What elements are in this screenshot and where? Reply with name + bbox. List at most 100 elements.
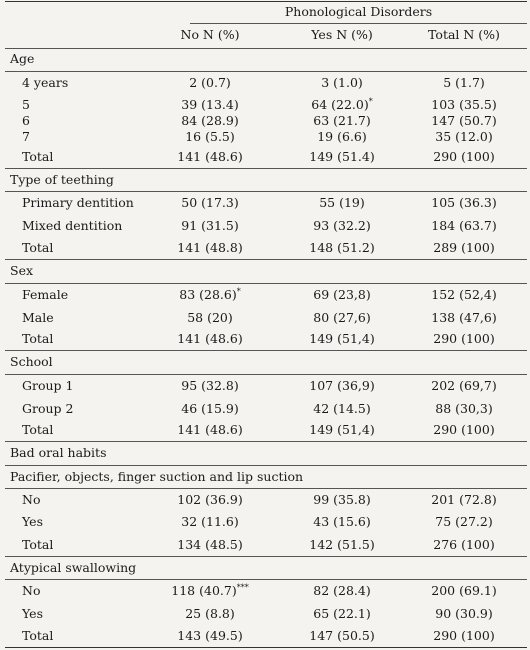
table-row: 6 84 (28.9) 63 (21.7) 147 (50.7)	[0, 112, 530, 130]
table-row: No 118 (40.7)*** 82 (28.4) 200 (69.1)	[0, 582, 530, 600]
table-row: Primary dentition 50 (17.3) 55 (19) 105 …	[0, 194, 530, 212]
table-row: Group 1 95 (32.8) 107 (36,9) 202 (69,7)	[0, 377, 530, 395]
table-row: Female 83 (28.6)* 69 (23,8) 152 (52,4)	[0, 286, 530, 304]
table-row: Total 141 (48.6) 149 (51,4) 290 (100)	[0, 421, 530, 439]
cell-yes: 19 (6.6)	[317, 129, 367, 144]
cell-no: 102 (36.9)	[177, 492, 243, 507]
cell-yes: 93 (32.2)	[313, 218, 371, 233]
cell-no: 50 (17.3)	[181, 195, 239, 210]
group-title-text: Bad oral habits	[10, 445, 107, 460]
cell-no: 118 (40.7)***	[171, 582, 249, 598]
column-header-total: Total N (%)	[428, 27, 500, 42]
group-title-text: Age	[10, 51, 35, 66]
group-rule	[5, 168, 527, 169]
row-label: Total	[22, 331, 54, 346]
row-label: Total	[22, 240, 54, 255]
table-row: 5 39 (13.4) 64 (22.0)* 103 (35.5)	[0, 96, 530, 114]
cell-no: 32 (11.6)	[181, 514, 239, 529]
cell-yes: 69 (23,8)	[313, 287, 371, 302]
cell-yes: 65 (22.1)	[313, 606, 371, 621]
group-title-text: Atypical swallowing	[10, 560, 137, 575]
cell-total: 290 (100)	[433, 331, 495, 346]
group-rule	[5, 71, 527, 72]
cell-total: 184 (63.7)	[431, 218, 497, 233]
group-title-text: School	[10, 354, 53, 369]
cell-total: 201 (72.8)	[431, 492, 497, 507]
table-row: Total 134 (48.5) 142 (51.5) 276 (100)	[0, 536, 530, 554]
cell-yes: 147 (50.5)	[309, 628, 375, 643]
cell-no: 84 (28.9)	[181, 113, 239, 128]
row-label: Total	[22, 628, 54, 643]
cell-total: 290 (100)	[433, 628, 495, 643]
header-columns-row: No N (%) Yes N (%) Total N (%)	[0, 26, 530, 44]
row-label: No	[22, 492, 41, 507]
cell-yes: 63 (21.7)	[313, 113, 371, 128]
cell-no: 134 (48.5)	[177, 537, 243, 552]
cell-yes: 149 (51,4)	[309, 331, 375, 346]
table-row: Yes 32 (11.6) 43 (15.6) 75 (27.2)	[0, 513, 530, 531]
row-label: 4 years	[22, 75, 69, 90]
group-rule	[5, 259, 527, 260]
cell-yes: 43 (15.6)	[313, 514, 371, 529]
cell-total: 290 (100)	[433, 422, 495, 437]
group-title-teething: Type of teething	[0, 171, 530, 189]
table-row: No 102 (36.9) 99 (35.8) 201 (72.8)	[0, 491, 530, 509]
column-header-no: No N (%)	[180, 27, 240, 42]
cell-total: 276 (100)	[433, 537, 495, 552]
group-rule	[5, 191, 527, 192]
cell-no: 141 (48.8)	[177, 240, 243, 255]
row-label: Male	[22, 310, 54, 325]
cell-no: 141 (48.6)	[177, 331, 243, 346]
cell-no: 143 (49.5)	[177, 628, 243, 643]
table-row: Total 141 (48.8) 148 (51.2) 289 (100)	[0, 239, 530, 257]
row-label: Total	[22, 422, 54, 437]
cell-total: 147 (50.7)	[431, 113, 497, 128]
group-title-school: School	[0, 353, 530, 371]
cell-total: 202 (69,7)	[431, 378, 497, 393]
table-row: Male 58 (20) 80 (27,6) 138 (47,6)	[0, 309, 530, 327]
cell-no: 58 (20)	[187, 310, 233, 325]
cell-total: 90 (30.9)	[435, 606, 493, 621]
cell-yes: 82 (28.4)	[313, 583, 371, 598]
cell-no: 25 (8.8)	[185, 606, 235, 621]
cell-yes: 149 (51,4)	[309, 422, 375, 437]
table-row: Group 2 46 (15.9) 42 (14.5) 88 (30,3)	[0, 400, 530, 418]
cell-no: 141 (48.6)	[177, 422, 243, 437]
cell-total: 138 (47,6)	[431, 310, 497, 325]
cell-yes: 142 (51.5)	[309, 537, 375, 552]
cell-total: 88 (30,3)	[435, 401, 493, 416]
cell-no: 16 (5.5)	[185, 129, 235, 144]
row-label: Female	[22, 287, 69, 302]
cell-total: 152 (52,4)	[431, 287, 497, 302]
cell-no: 39 (13.4)	[181, 97, 239, 112]
cell-no: 2 (0.7)	[189, 75, 231, 90]
table-row: Yes 25 (8.8) 65 (22.1) 90 (30.9)	[0, 605, 530, 623]
row-label: Total	[22, 149, 54, 164]
cell-no: 83 (28.6)*	[179, 286, 241, 302]
group-rule	[5, 441, 527, 442]
group-rule	[5, 579, 527, 580]
group-title-sex: Sex	[0, 262, 530, 280]
row-label: Total	[22, 537, 54, 552]
table-top-rule	[5, 1, 527, 2]
cell-total: 35 (12.0)	[435, 129, 493, 144]
table-row: 7 16 (5.5) 19 (6.6) 35 (12.0)	[0, 128, 530, 146]
row-label: Group 1	[22, 378, 74, 393]
group-rule	[5, 465, 527, 466]
row-label: Mixed dentition	[22, 218, 123, 233]
cell-total: 290 (100)	[433, 149, 495, 164]
cell-no: 46 (15.9)	[181, 401, 239, 416]
row-label: Primary dentition	[22, 195, 134, 210]
table-row: Mixed dentition 91 (31.5) 93 (32.2) 184 …	[0, 217, 530, 235]
group-title-bad-oral-habits: Bad oral habits	[0, 444, 530, 462]
group-title-age: Age	[0, 50, 530, 68]
row-label: Yes	[22, 514, 43, 529]
table-row: Total 143 (49.5) 147 (50.5) 290 (100)	[0, 627, 530, 645]
cell-no: 95 (32.8)	[181, 378, 239, 393]
group-rule	[5, 556, 527, 557]
cell-yes: 107 (36,9)	[309, 378, 375, 393]
cell-yes: 3 (1.0)	[321, 75, 363, 90]
row-label: 5	[22, 97, 30, 112]
group-title-text: Sex	[10, 263, 34, 278]
